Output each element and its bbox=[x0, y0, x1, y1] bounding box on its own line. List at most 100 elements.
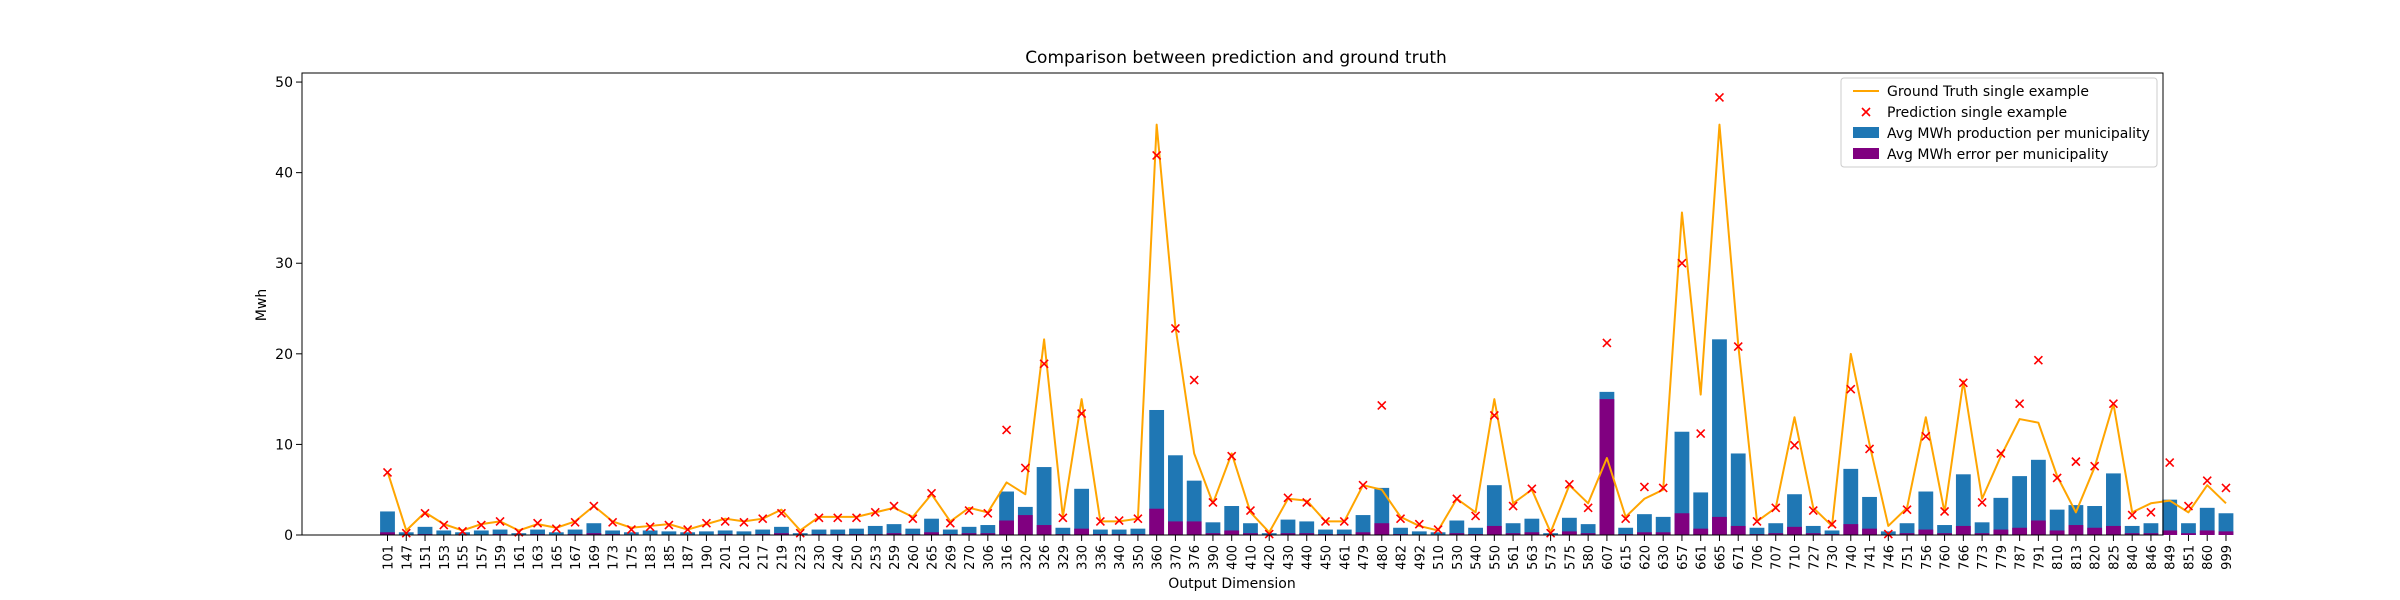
prediction-marker bbox=[1789, 440, 1800, 450]
x-tick-label: 270 bbox=[963, 545, 978, 570]
x-tick-label: 510 bbox=[1432, 545, 1447, 570]
prediction-marker bbox=[1227, 451, 1237, 461]
x-tick-label: 173 bbox=[607, 545, 622, 570]
prediction-marker bbox=[851, 513, 862, 523]
production-bar bbox=[1111, 529, 1127, 535]
x-tick-label: 185 bbox=[663, 545, 678, 570]
production-bar bbox=[1430, 532, 1446, 535]
prediction-marker bbox=[2127, 510, 2137, 520]
prediction-marker bbox=[1677, 258, 1687, 268]
prediction-marker bbox=[570, 517, 580, 527]
error-bar bbox=[961, 533, 977, 535]
x-tick-label: 153 bbox=[438, 545, 453, 570]
prediction-marker bbox=[964, 505, 974, 516]
legend-label: Prediction single example bbox=[1887, 105, 2067, 121]
production-bar bbox=[1580, 524, 1596, 535]
prediction-marker bbox=[589, 501, 599, 511]
production-bar bbox=[1824, 530, 1840, 535]
prediction-marker bbox=[1377, 400, 1387, 411]
x-tick-label: 779 bbox=[1995, 545, 2010, 570]
x-tick-label: 766 bbox=[1957, 545, 1972, 570]
x-tick-label: 791 bbox=[2032, 545, 2047, 570]
production-bar bbox=[830, 529, 846, 535]
x-tick-label: 751 bbox=[1901, 545, 1916, 570]
production-bar bbox=[1036, 467, 1052, 535]
x-tick-label: 573 bbox=[1545, 545, 1560, 570]
x-tick-label: 190 bbox=[700, 545, 715, 570]
production-bar bbox=[924, 518, 939, 535]
error-bar bbox=[1355, 532, 1371, 535]
x-tick-label: 350 bbox=[1132, 545, 1147, 570]
production-bar bbox=[699, 531, 714, 535]
error-bar bbox=[2049, 530, 2065, 535]
error-bar bbox=[2199, 530, 2215, 535]
prediction-marker bbox=[533, 518, 543, 528]
x-tick-label: 479 bbox=[1357, 545, 1372, 570]
production-bar bbox=[661, 531, 677, 535]
error-bar bbox=[1168, 521, 1183, 535]
x-tick-label: 630 bbox=[1657, 545, 1672, 570]
production-bar bbox=[1224, 506, 1240, 535]
production-bar bbox=[1149, 409, 1165, 535]
production-bar bbox=[1993, 497, 2009, 535]
x-tick-label: 440 bbox=[1301, 545, 1316, 570]
error-bar bbox=[1486, 525, 1502, 535]
y-tick-label: 10 bbox=[275, 437, 293, 453]
production-bar bbox=[980, 525, 996, 535]
production-bar bbox=[1618, 527, 1634, 535]
prediction-marker bbox=[1058, 513, 1068, 523]
prediction-marker bbox=[1733, 342, 1743, 352]
prediction-marker bbox=[1808, 505, 1818, 516]
legend-handle-production bbox=[1853, 127, 1879, 138]
production-bar bbox=[905, 528, 921, 535]
x-tick-label: 810 bbox=[2051, 545, 2066, 570]
prediction-marker bbox=[833, 513, 843, 523]
production-bar bbox=[961, 526, 977, 535]
prediction-marker bbox=[1864, 444, 1875, 454]
x-tick-label: 155 bbox=[457, 545, 472, 570]
x-tick-label: 151 bbox=[419, 545, 434, 570]
error-bar bbox=[2143, 533, 2159, 535]
prediction-marker bbox=[870, 507, 880, 517]
x-tick-label: 671 bbox=[1732, 545, 1747, 570]
production-bar bbox=[1336, 529, 1352, 535]
error-bar bbox=[1937, 533, 1952, 535]
prediction-marker bbox=[2146, 507, 2156, 517]
production-bar bbox=[1955, 474, 1971, 535]
x-tick-label: 492 bbox=[1413, 545, 1428, 570]
error-bar bbox=[1017, 515, 1033, 535]
prediction-marker bbox=[401, 528, 411, 538]
prediction-marker bbox=[1602, 338, 1612, 348]
prediction-marker bbox=[1564, 479, 1574, 489]
error-bar bbox=[1674, 513, 1690, 535]
error-bar bbox=[999, 520, 1014, 535]
production-bar bbox=[1787, 494, 1802, 535]
error-bar bbox=[1280, 533, 1296, 535]
prediction-marker bbox=[2108, 399, 2118, 409]
prediction-marker bbox=[2033, 355, 2043, 365]
production-bar bbox=[2162, 499, 2178, 535]
x-tick-label: 773 bbox=[1976, 545, 1991, 570]
x-tick-label: 787 bbox=[2014, 545, 2029, 570]
production-bar bbox=[811, 529, 827, 535]
x-tick-label: 849 bbox=[2164, 545, 2179, 570]
prediction-marker bbox=[1583, 503, 1593, 513]
x-tick-label: 741 bbox=[1864, 545, 1879, 570]
x-tick-label: 730 bbox=[1826, 545, 1841, 570]
x-tick-label: 760 bbox=[1939, 545, 1954, 570]
x-tick-label: 756 bbox=[1920, 545, 1935, 570]
production-bar bbox=[886, 524, 902, 535]
x-tick-label: 147 bbox=[400, 545, 415, 570]
prediction-marker bbox=[1208, 497, 1218, 507]
x-tick-label: 999 bbox=[2220, 545, 2235, 570]
prediction-marker bbox=[2071, 457, 2081, 467]
prediction-marker bbox=[1508, 501, 1518, 511]
error-bar bbox=[1693, 528, 1709, 535]
error-bar bbox=[1149, 508, 1165, 535]
prediction-marker bbox=[701, 518, 711, 528]
production-bar bbox=[1712, 339, 1727, 535]
x-tick-label: 165 bbox=[550, 545, 565, 570]
prediction-marker bbox=[1077, 409, 1087, 419]
production-bar bbox=[2049, 509, 2065, 535]
error-bar bbox=[1712, 516, 1727, 535]
